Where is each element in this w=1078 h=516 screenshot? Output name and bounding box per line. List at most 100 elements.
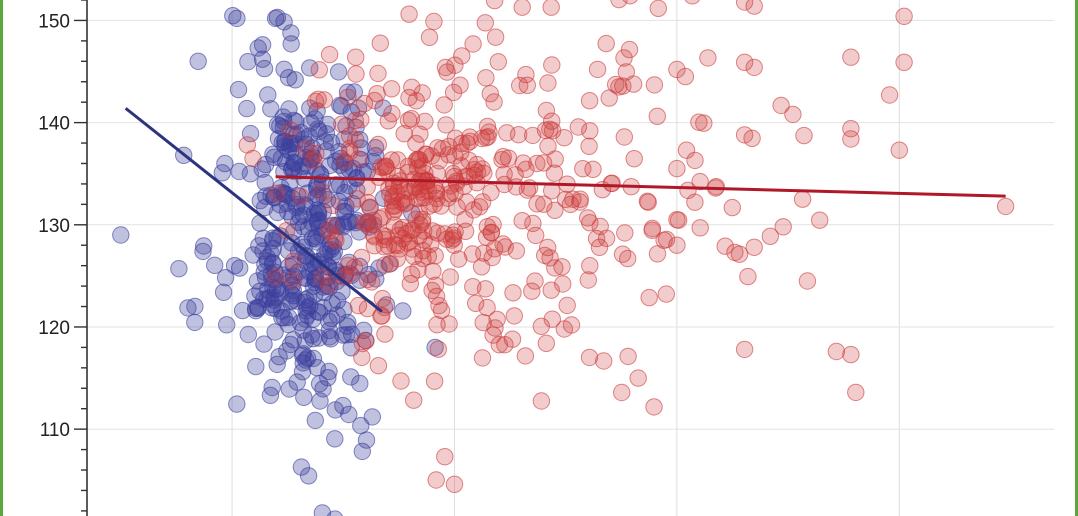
red-data-point xyxy=(464,35,482,53)
red-data-point xyxy=(546,201,564,220)
red-data-point xyxy=(615,49,633,67)
red-data-point xyxy=(691,219,709,237)
red-data-point xyxy=(496,238,514,256)
red-data-point xyxy=(745,238,763,257)
red-data-point xyxy=(346,111,364,130)
red-data-point xyxy=(699,49,717,67)
blue-data-point xyxy=(254,229,272,248)
blue-data-point xyxy=(263,378,281,397)
red-data-point xyxy=(485,0,504,10)
blue-data-point xyxy=(332,97,351,115)
red-data-point xyxy=(581,214,599,232)
blue-data-point xyxy=(279,69,298,87)
red-data-point xyxy=(392,193,411,211)
red-data-point xyxy=(407,92,425,110)
blue-data-point xyxy=(275,60,293,79)
red-data-point xyxy=(613,245,632,263)
red-data-point xyxy=(481,85,499,103)
red-data-point xyxy=(333,115,351,133)
blue-data-point xyxy=(253,36,272,54)
red-data-point xyxy=(490,336,508,354)
red-data-point xyxy=(458,193,476,211)
red-data-point xyxy=(478,298,496,317)
red-data-point xyxy=(716,237,734,255)
red-data-point xyxy=(348,190,366,208)
blue-data-point xyxy=(282,24,300,42)
red-data-point xyxy=(358,270,377,289)
red-data-point xyxy=(313,183,331,201)
blue-data-point xyxy=(268,355,286,374)
red-data-point xyxy=(532,317,550,335)
red-data-point xyxy=(561,195,580,214)
red-data-point xyxy=(425,12,443,31)
red-data-point xyxy=(523,282,541,300)
red-data-point xyxy=(625,150,643,168)
red-data-point xyxy=(527,226,545,245)
red-data-point xyxy=(441,268,459,286)
blue-data-point xyxy=(216,154,234,173)
red-data-point xyxy=(486,319,504,337)
red-data-point xyxy=(620,40,639,59)
red-data-point xyxy=(516,347,535,365)
red-data-point xyxy=(405,391,423,409)
red-data-point xyxy=(542,0,560,16)
blue-data-point xyxy=(295,269,314,287)
red-data-point xyxy=(580,92,599,110)
red-trend-line xyxy=(275,175,1006,198)
red-data-point xyxy=(827,342,846,361)
blue-data-point xyxy=(265,148,283,167)
red-data-point xyxy=(473,349,492,367)
blue-data-point xyxy=(261,288,279,307)
red-data-point xyxy=(793,190,812,208)
blue-data-point xyxy=(230,162,248,181)
red-data-point xyxy=(450,250,468,268)
red-data-point xyxy=(324,196,342,215)
red-data-point xyxy=(546,259,564,277)
blue-data-point xyxy=(238,99,256,118)
blue-data-point xyxy=(253,50,272,68)
red-data-point xyxy=(532,392,551,410)
red-data-point xyxy=(376,325,394,343)
blue-data-point xyxy=(320,362,338,381)
blue-data-point xyxy=(259,86,277,104)
red-series-points xyxy=(238,0,1015,493)
blue-data-point xyxy=(293,363,312,381)
red-data-point xyxy=(558,296,576,315)
blue-data-point xyxy=(186,297,204,316)
blue-data-point xyxy=(322,309,341,328)
red-data-point xyxy=(335,152,353,170)
red-data-point xyxy=(584,160,602,179)
red-data-point xyxy=(581,122,599,140)
blue-data-point xyxy=(311,392,329,410)
red-data-point xyxy=(505,307,523,325)
red-data-point xyxy=(668,236,686,254)
blue-data-point xyxy=(284,331,302,349)
blue-data-point xyxy=(262,100,280,118)
red-data-point xyxy=(657,230,676,249)
blue-data-point xyxy=(274,119,292,137)
blue-data-point xyxy=(351,374,369,393)
red-data-point xyxy=(357,332,375,350)
red-data-point xyxy=(423,281,441,300)
red-data-point xyxy=(645,398,663,416)
red-data-point xyxy=(494,148,512,166)
red-data-point xyxy=(445,475,464,493)
red-data-point xyxy=(543,182,561,200)
red-data-point xyxy=(537,334,555,352)
blue-data-point xyxy=(239,325,258,344)
red-data-point xyxy=(610,78,628,96)
red-data-point xyxy=(397,225,415,243)
red-data-point xyxy=(373,289,392,308)
red-data-point xyxy=(574,160,592,178)
red-data-point xyxy=(353,348,371,367)
red-data-point xyxy=(735,126,754,144)
red-data-point xyxy=(349,296,368,315)
red-data-point xyxy=(580,348,599,367)
red-data-point xyxy=(615,128,633,146)
red-data-point xyxy=(511,76,529,95)
blue-data-point xyxy=(281,335,300,354)
blue-data-point xyxy=(319,369,337,387)
red-data-point xyxy=(545,164,564,182)
red-data-point xyxy=(735,340,754,359)
red-data-point xyxy=(643,219,662,238)
